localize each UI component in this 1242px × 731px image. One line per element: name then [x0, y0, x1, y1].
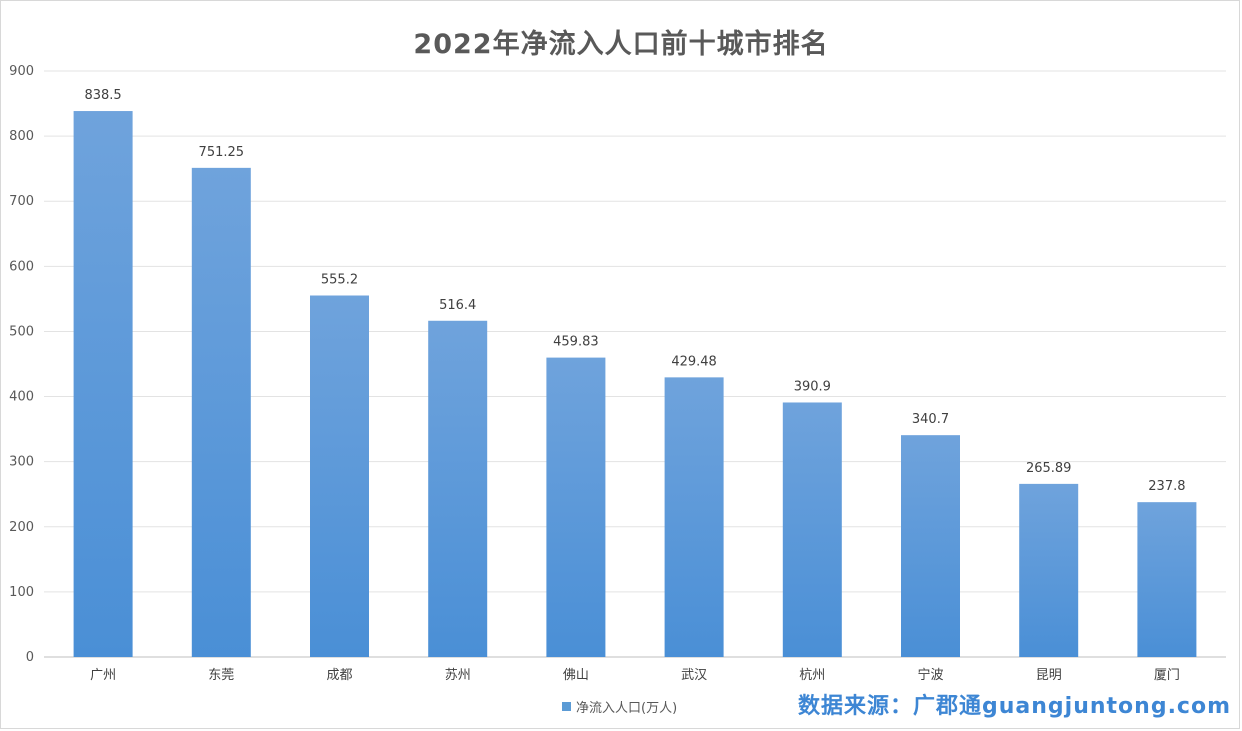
- data-label: 516.4: [439, 298, 476, 313]
- x-tick-label: 佛山: [563, 668, 589, 683]
- bar-2: [191, 167, 251, 657]
- bar-5: [546, 357, 606, 657]
- legend-swatch: [562, 702, 571, 711]
- y-tick-label: 800: [9, 129, 34, 144]
- bar-6: [664, 377, 724, 657]
- y-tick-label: 900: [9, 64, 34, 79]
- data-label: 751.25: [199, 145, 245, 160]
- x-tick-label: 杭州: [799, 668, 825, 683]
- bar-4: [428, 320, 488, 657]
- data-label: 340.7: [912, 412, 949, 427]
- chart-title: 2022年净流入人口前十城市排名: [413, 29, 829, 60]
- legend: 净流入人口(万人): [562, 697, 677, 716]
- x-tick-label: 厦门: [1154, 668, 1180, 683]
- data-label: 555.2: [321, 273, 358, 288]
- data-label: 429.48: [671, 354, 717, 369]
- data-label: 459.83: [553, 335, 599, 350]
- y-tick-label: 100: [9, 585, 34, 600]
- data-label: 390.9: [794, 379, 831, 394]
- y-tick-label: 0: [26, 650, 34, 665]
- y-tick-label: 700: [9, 194, 34, 209]
- bar-7: [782, 402, 842, 657]
- y-tick-label: 600: [9, 259, 34, 274]
- data-label: 237.8: [1148, 479, 1185, 494]
- x-tick-label: 武汉: [681, 668, 707, 683]
- bar-10: [1137, 502, 1197, 657]
- x-tick-label: 苏州: [445, 667, 471, 683]
- x-tick-label: 成都: [326, 668, 352, 683]
- y-tick-label: 400: [9, 390, 34, 405]
- x-tick-label: 宁波: [917, 667, 943, 683]
- bar-3: [310, 295, 369, 657]
- y-tick-label: 500: [9, 324, 34, 339]
- watermark: 数据来源：广郡通guangjuntong.com: [798, 694, 1232, 719]
- y-tick-label: 200: [9, 520, 34, 535]
- bar-9: [1019, 483, 1079, 657]
- data-label: 265.89: [1026, 461, 1072, 476]
- bar-1: [73, 111, 133, 657]
- data-label: 838.5: [84, 88, 121, 103]
- x-tick-label: 广州: [90, 668, 116, 683]
- x-tick-label: 东莞: [208, 668, 234, 683]
- legend-label: 净流入人口(万人): [576, 701, 678, 716]
- bar-8: [901, 435, 960, 657]
- y-tick-label: 300: [9, 455, 34, 470]
- x-tick-label: 昆明: [1036, 668, 1062, 683]
